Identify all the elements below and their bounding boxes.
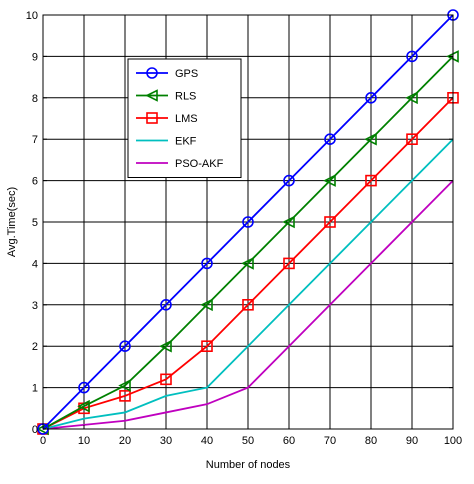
x-tick-label: 60 [283,435,295,447]
series-line [42,55,454,430]
data-point [324,133,336,145]
x-tick-label: 10 [78,435,90,447]
series-gps [37,9,459,435]
x-axis-label: Number of nodes [206,459,291,471]
series-lines [36,9,459,436]
data-point [77,399,90,413]
data-point [241,257,254,270]
data-point [283,257,295,270]
data-point [160,373,172,386]
x-tick-label: 90 [406,435,418,447]
y-tick-label: 8 [32,93,38,105]
y-tick-label: 5 [32,217,38,229]
data-point [201,257,213,270]
y-tick-label: 7 [32,134,38,146]
y-tick-label: 4 [32,258,38,270]
x-tick-label: 50 [242,435,254,447]
legend-entry: EKF [136,136,197,148]
y-tick-label: 10 [26,10,38,22]
legend-entry: GPS [136,67,198,80]
data-point [242,298,254,311]
data-point [364,132,377,146]
series-ekf [42,138,454,430]
y-tick-label: 3 [32,300,38,312]
legend-label: GPS [175,68,198,80]
series-pso-akf [42,179,454,430]
data-point [406,50,418,63]
x-tick-label: 40 [201,435,213,447]
x-tick-label: 20 [119,435,131,447]
data-point [78,381,90,394]
legend-marker [146,112,158,124]
data-point [283,174,295,187]
legend-label: RLS [175,91,196,103]
y-tick-label: 6 [32,176,38,188]
legend: GPS RLS LMS EKF PSO-AKF [127,58,242,178]
series-line [42,179,454,430]
series-line [42,97,454,430]
data-point [159,339,172,353]
data-point [405,91,418,105]
x-tick-label: 30 [160,435,172,447]
data-point [365,92,377,104]
x-tick-label: 100 [444,435,462,447]
y-tick-label: 0 [32,424,38,436]
series-line [42,14,454,430]
x-tick-label: 0 [40,435,46,447]
legend-entry: RLS [136,89,196,103]
legend-entry: LMS [136,112,198,125]
data-point [119,390,131,402]
series-line [42,138,454,430]
x-tick-label: 70 [324,435,336,447]
legend-entry: PSO-AKF [136,158,224,170]
y-tick-label: 1 [32,383,38,395]
data-point [282,215,295,229]
x-tick-label: 80 [365,435,377,447]
data-point [323,174,336,187]
legend-marker [145,89,158,102]
data-point [324,216,336,228]
data-point [160,298,172,311]
legend-label: EKF [175,136,197,148]
y-axis-label: Avg.Time(sec) [6,187,18,257]
y-tick-label: 2 [32,341,38,353]
y-tick-label: 9 [32,51,38,63]
legend-label: LMS [175,113,198,125]
data-point [365,174,377,187]
data-point [406,133,418,145]
data-point [201,340,213,353]
data-point [200,298,213,312]
legend-marker [146,67,158,79]
data-point [242,216,254,228]
data-point [118,379,131,392]
data-point [119,340,131,353]
axis-ticks: 0 10 20 30 40 50 60 70 80 90 100 0 1 2 3 4 5 6 7 8 9 10 [26,10,462,447]
legend-label: PSO-AKF [175,158,224,170]
